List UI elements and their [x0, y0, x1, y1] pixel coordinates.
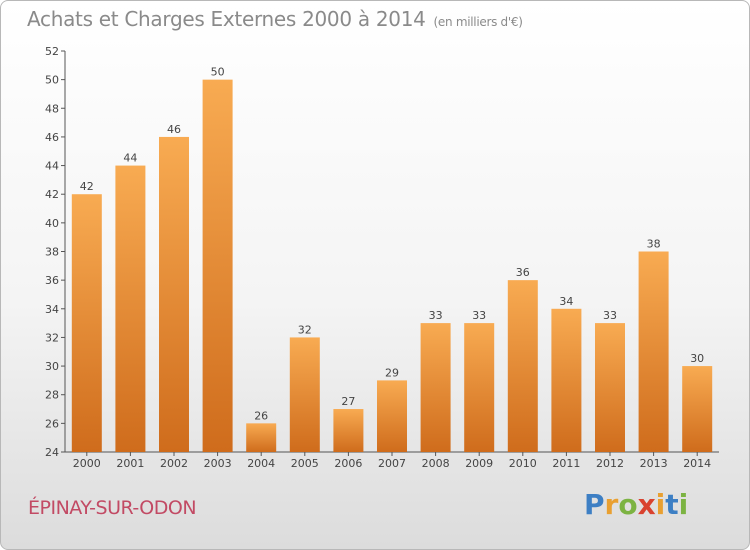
bar-2009 [464, 323, 495, 452]
bar-chart: 24 26 28 30 32 34 36 38 40 42 44 46 48 50 52 42 2000 44 2… [45, 45, 719, 470]
y-tick-label: 52 [45, 45, 59, 58]
value-label-2009: 33 [472, 309, 486, 322]
bar-2010 [507, 280, 538, 452]
bar-2013 [638, 251, 669, 452]
proxiti-logo[interactable]: Proxiti [584, 488, 689, 521]
x-tick-label-2013: 2013 [640, 457, 668, 470]
value-label-2001: 44 [123, 152, 137, 165]
x-tick-label-2003: 2003 [204, 457, 232, 470]
y-tick-label: 38 [45, 246, 59, 259]
bar-2006 [333, 409, 364, 452]
y-tick-label: 46 [45, 131, 59, 144]
value-label-2004: 26 [254, 409, 268, 422]
x-tick-label-2010: 2010 [509, 457, 537, 470]
x-tick-label-2008: 2008 [422, 457, 450, 470]
value-label-2012: 33 [603, 309, 617, 322]
x-tick-label-2009: 2009 [465, 457, 493, 470]
chart-title: Achats et Charges Externes 2000 à 2014 (e… [27, 7, 523, 31]
value-label-2013: 38 [647, 238, 661, 251]
bar-2005 [289, 337, 320, 452]
title-unit: (en milliers d'€) [433, 15, 523, 29]
y-tick-label: 50 [45, 74, 59, 87]
value-label-2008: 33 [429, 309, 443, 322]
x-tick-label-2001: 2001 [116, 457, 144, 470]
bar-2003 [202, 79, 233, 453]
x-tick-label-2000: 2000 [73, 457, 101, 470]
bar-2011 [551, 308, 582, 452]
value-label-2010: 36 [516, 266, 530, 279]
x-tick-label-2014: 2014 [683, 457, 711, 470]
value-label-2011: 34 [559, 295, 573, 308]
y-tick-label: 30 [45, 360, 59, 373]
value-label-2007: 29 [385, 366, 399, 379]
y-tick-label: 28 [45, 389, 59, 402]
value-label-2003: 50 [211, 66, 225, 79]
bar-2012 [595, 323, 625, 452]
value-label-2000: 42 [80, 180, 94, 193]
y-tick-label: 34 [45, 303, 59, 316]
bar-2000 [71, 194, 102, 452]
bar-2002 [159, 136, 189, 452]
city-name: ÉPINAY-SUR-ODON [28, 497, 197, 519]
y-tick-label: 42 [45, 188, 59, 201]
value-label-2006: 27 [341, 395, 355, 408]
y-tick-label: 40 [45, 217, 59, 230]
bar-2001 [115, 165, 146, 453]
x-tick-label-2005: 2005 [291, 457, 319, 470]
x-tick-label-2011: 2011 [552, 457, 580, 470]
value-label-2014: 30 [690, 352, 704, 365]
y-tick-label: 32 [45, 331, 59, 344]
y-tick-label: 26 [45, 417, 59, 430]
bar-2007 [377, 380, 407, 452]
y-tick-label: 24 [45, 446, 59, 459]
y-tick-label: 36 [45, 274, 59, 287]
bar-2014 [682, 366, 713, 452]
x-tick-label-2004: 2004 [247, 457, 275, 470]
x-tick-label-2007: 2007 [378, 457, 406, 470]
bar-2004 [246, 423, 277, 452]
x-tick-label-2006: 2006 [334, 457, 362, 470]
value-label-2002: 46 [167, 123, 181, 136]
x-tick-label-2002: 2002 [160, 457, 188, 470]
bar-2008 [420, 323, 451, 452]
y-tick-label: 48 [45, 102, 59, 115]
title-text: Achats et Charges Externes 2000 à 2014 [27, 7, 426, 31]
x-tick-label-2012: 2012 [596, 457, 624, 470]
y-tick-label: 44 [45, 160, 59, 173]
value-label-2005: 32 [298, 323, 312, 336]
